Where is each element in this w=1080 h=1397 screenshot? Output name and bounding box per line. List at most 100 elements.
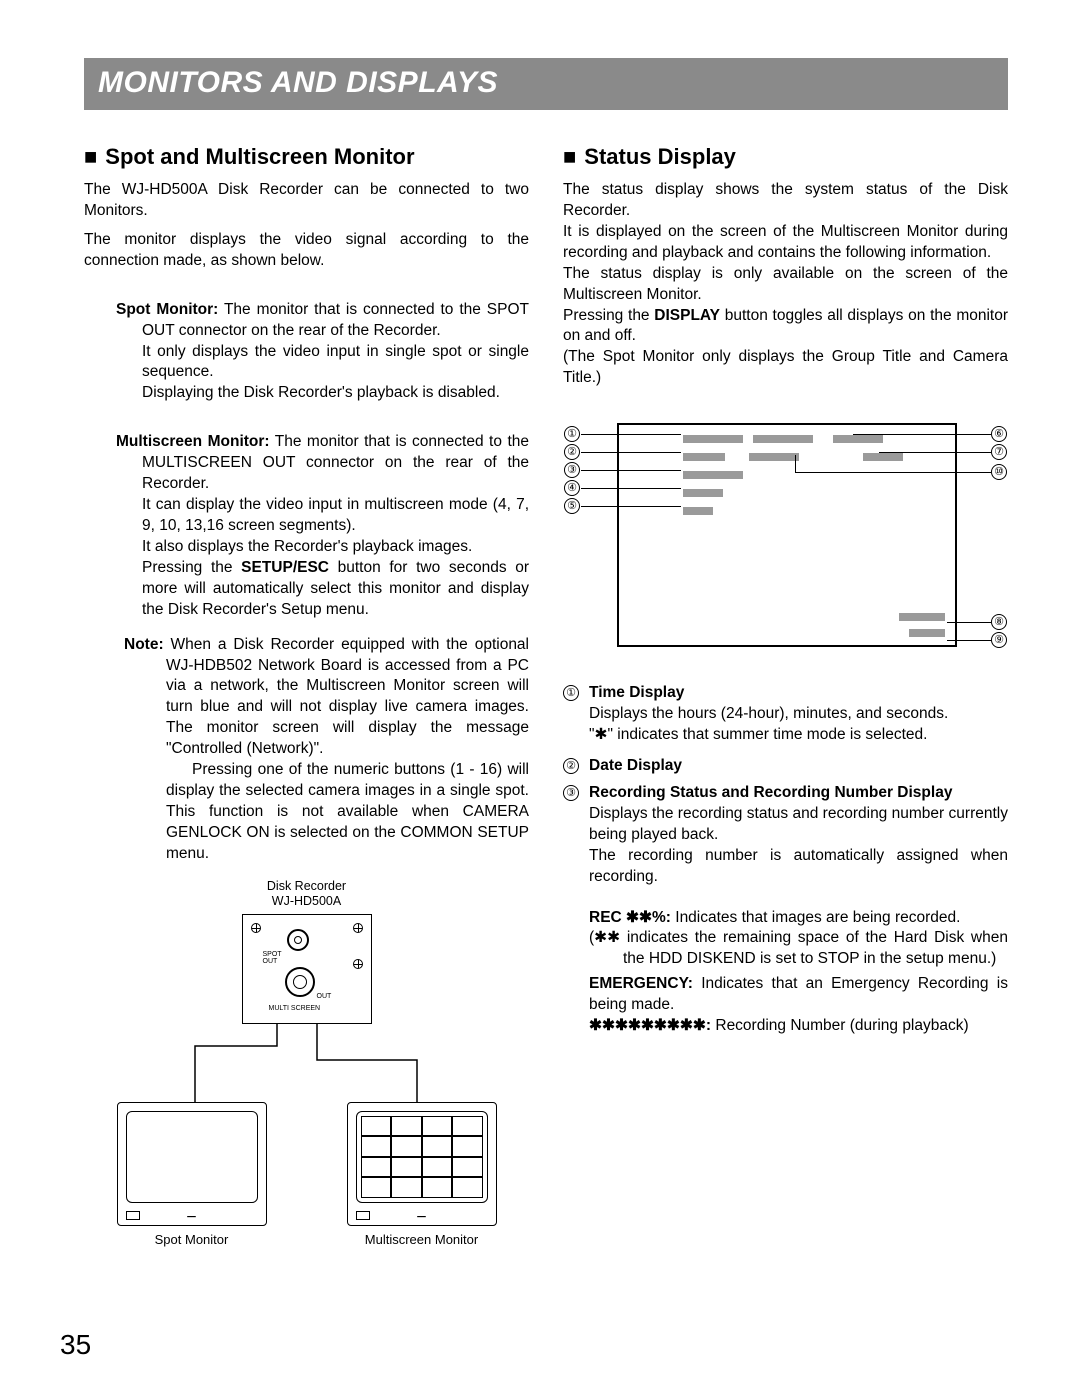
multiscreen-monitor-caption: Multiscreen Monitor	[347, 1232, 497, 1247]
emergency-line: EMERGENCY: Indicates that an Emergency R…	[563, 974, 1008, 1016]
screw-icon	[353, 959, 363, 969]
spot-out-label: SPOT OUT	[263, 951, 282, 965]
display-button-label: DISPLAY	[654, 307, 720, 324]
item-number: ②	[563, 756, 589, 777]
monitor-screen	[356, 1111, 488, 1203]
callout-line	[795, 472, 991, 473]
callout-4: ④	[563, 479, 581, 497]
status-bar	[683, 489, 723, 497]
callout-line	[581, 470, 681, 471]
rec-line: REC ✱✱%: Indicates that images are being…	[563, 908, 1008, 929]
item-3-text-b: The recording number is automatically as…	[589, 846, 1008, 888]
left-column: ■ Spot and Multiscreen Monitor The WJ-HD…	[84, 144, 529, 1247]
left-heading-row: ■ Spot and Multiscreen Monitor	[84, 144, 529, 170]
status-item-1: ① Time Display Displays the hours (24-ho…	[563, 683, 1008, 746]
multiscreen-grid-icon	[361, 1116, 483, 1198]
connector-center-icon	[294, 936, 302, 944]
callout-line	[581, 452, 681, 453]
left-intro-2: The monitor displays the video signal ac…	[84, 230, 529, 272]
callout-2: ②	[563, 443, 581, 461]
callout-6: ⑥	[990, 425, 1008, 443]
monitor-icon: ━━	[117, 1102, 267, 1226]
two-column-layout: ■ Spot and Multiscreen Monitor The WJ-HD…	[84, 144, 1008, 1247]
emergency-label: EMERGENCY:	[589, 975, 693, 992]
item-number: ①	[563, 683, 589, 746]
status-display-figure: ① ② ③ ④ ⑤ ⑥ ⑦ ⑩ ⑧	[563, 407, 1008, 657]
callout-5: ⑤	[563, 497, 581, 515]
status-bar	[683, 435, 743, 443]
item-2-title: Date Display	[589, 756, 1008, 777]
monitor-brand: ━━	[118, 1213, 266, 1221]
stars-label: ✱✱✱✱✱✱✱✱✱:	[589, 1017, 711, 1034]
status-p4a: Pressing the	[563, 307, 654, 324]
status-bar	[683, 507, 713, 515]
square-bullet-icon: ■	[84, 146, 97, 168]
item-1-text-b: "✱" indicates that summer time mode is s…	[589, 725, 1008, 746]
status-p2: It is displayed on the screen of the Mul…	[563, 222, 1008, 264]
screw-icon	[251, 923, 261, 933]
rec-text: Indicates that images are being recorded…	[671, 909, 961, 926]
callout-line	[581, 434, 681, 435]
item-1-title: Time Display	[589, 683, 1008, 704]
callout-3: ③	[563, 461, 581, 479]
connector-center-icon	[293, 975, 307, 989]
callout-7: ⑦	[990, 443, 1008, 461]
spot-monitor-text-3: Displaying the Disk Recorder's playback …	[84, 383, 529, 404]
setup-esc-label: SETUP/ESC	[241, 559, 329, 576]
status-p1: The status display shows the system stat…	[563, 180, 1008, 222]
status-bar	[899, 613, 945, 621]
status-item-2: ② Date Display	[563, 756, 1008, 777]
monitor-screen	[126, 1111, 258, 1203]
status-item-3: ③ Recording Status and Recording Number …	[563, 783, 1008, 888]
callout-line	[879, 452, 991, 453]
callout-line	[947, 640, 991, 641]
note-text-1: When a Disk Recorder equipped with the o…	[164, 636, 529, 758]
rec-label: REC ✱✱%:	[589, 909, 671, 926]
note-label: Note:	[124, 636, 164, 653]
monitor-icon: ━━	[347, 1102, 497, 1226]
callout-1: ①	[563, 425, 581, 443]
status-bar	[749, 453, 799, 461]
multi-monitor-text-4: Pressing the SETUP/ESC button for two se…	[84, 558, 529, 621]
status-bar	[833, 435, 883, 443]
out-label: OUT	[317, 993, 332, 1000]
item-1-text-a: Displays the hours (24-hour), minutes, a…	[589, 704, 1008, 725]
status-p4: Pressing the DISPLAY button toggles all …	[563, 306, 1008, 348]
callout-line	[581, 506, 681, 507]
spot-monitor-graphic: ━━ Spot Monitor	[117, 1102, 267, 1247]
screw-icon	[353, 923, 363, 933]
spot-monitor-def: Spot Monitor: The monitor that is connec…	[84, 300, 529, 342]
left-heading: Spot and Multiscreen Monitor	[105, 144, 414, 170]
spot-monitor-text-2: It only displays the video input in sing…	[84, 342, 529, 384]
recorder-label: Disk Recorder WJ-HD500A	[267, 879, 346, 910]
multiscreen-monitor-graphic: ━━ Multiscreen Monitor	[347, 1102, 497, 1247]
page: MONITORS AND DISPLAYS ■ Spot and Multisc…	[0, 0, 1080, 1287]
multi-monitor-def: Multiscreen Monitor: The monitor that is…	[84, 432, 529, 495]
status-frame	[617, 423, 957, 647]
status-bar	[683, 453, 725, 461]
item-3-title: Recording Status and Recording Number Di…	[589, 783, 1008, 804]
status-bar	[683, 471, 743, 479]
status-bar	[909, 629, 945, 637]
spot-monitor-label: Spot Monitor:	[116, 301, 218, 318]
status-p3: The status display is only available on …	[563, 264, 1008, 306]
stars-text: Recording Number (during playback)	[711, 1017, 969, 1034]
monitors-row: ━━ Spot Monitor	[117, 1102, 497, 1247]
status-p5: (The Spot Monitor only displays the Grou…	[563, 347, 1008, 389]
callout-8: ⑧	[990, 613, 1008, 631]
spot-monitor-caption: Spot Monitor	[117, 1232, 267, 1247]
left-intro-1: The WJ-HD500A Disk Recorder can be conne…	[84, 180, 529, 222]
multi-p4a: Pressing the	[142, 559, 241, 576]
multi-monitor-text-2: It can display the video input in multis…	[84, 495, 529, 537]
multi-monitor-text-3: It also displays the Recorder's playback…	[84, 537, 529, 558]
item-3-text-a: Displays the recording status and record…	[589, 804, 1008, 846]
right-heading: Status Display	[584, 144, 736, 170]
note-paragraph-2: Pressing one of the numeric buttons (1 -…	[84, 760, 529, 865]
cable-lines-icon	[117, 1024, 497, 1102]
status-bar	[753, 435, 813, 443]
callout-9: ⑨	[990, 631, 1008, 649]
connection-diagram: Disk Recorder WJ-HD500A SPOT OUT OUT MUL…	[84, 879, 529, 1247]
square-bullet-icon: ■	[563, 146, 576, 168]
page-number: 35	[60, 1329, 91, 1361]
section-banner: MONITORS AND DISPLAYS	[84, 58, 1008, 110]
